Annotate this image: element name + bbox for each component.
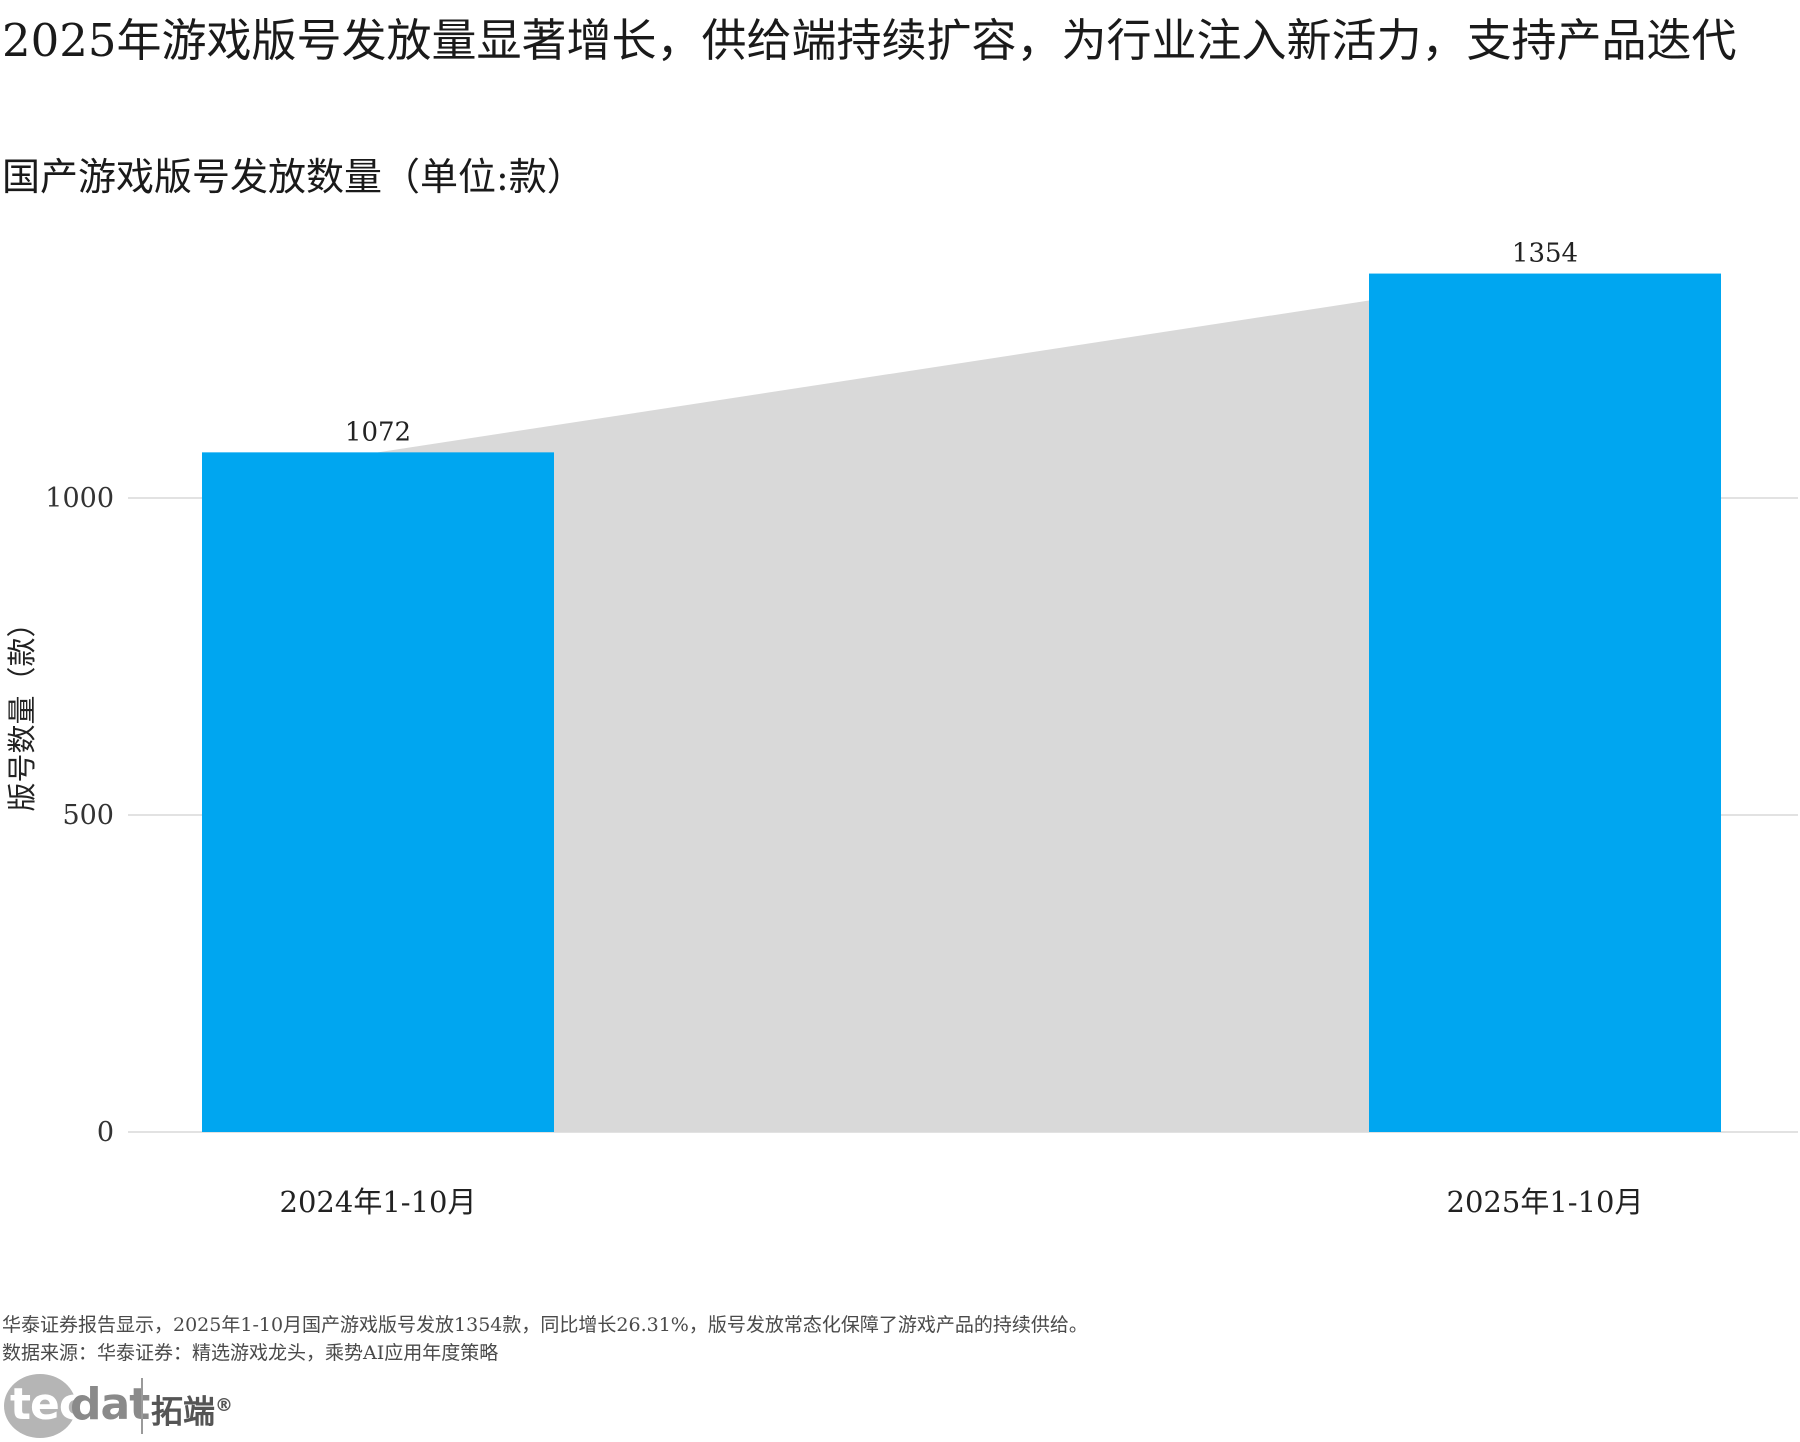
data-label-2: 1354 — [1512, 239, 1578, 269]
chart-title: 2025年游戏版号发放量显著增长，供给端持续扩容，为行业注入新活力，支持产品迭代 — [2, 14, 1737, 67]
bar-2 — [1369, 273, 1721, 1133]
y-axis-label: 版号数量（款） — [5, 608, 39, 811]
x-tick-label-1: 2024年1-10月 — [280, 1185, 477, 1219]
source-note: 数据来源：华泰证券：精选游戏龙头，乘势AI应用年度策略 — [2, 1342, 499, 1364]
logo-cn-name: 拓端 — [151, 1392, 216, 1431]
logo-text-cn: 拓端® — [151, 1382, 233, 1436]
logo-text-tec: tec — [10, 1379, 85, 1430]
x-tick-label-2: 2025年1-10月 — [1447, 1185, 1644, 1219]
logo-registered-mark: ® — [215, 1395, 234, 1416]
y-tick-label-0: 0 — [97, 1117, 114, 1148]
y-tick-label-500: 500 — [62, 800, 114, 831]
logo-text-dat: dat — [70, 1379, 150, 1430]
logo-separator — [141, 1378, 143, 1434]
growth-connector-band — [378, 300, 1369, 1133]
data-label-1: 1072 — [345, 417, 411, 447]
logo-circle-shape — [4, 1374, 76, 1438]
y-tick-label-1000: 1000 — [45, 483, 114, 514]
caption-text: 华泰证券报告显示，2025年1-10月国产游戏版号发放1354款，同比增长26.… — [2, 1314, 1088, 1336]
bar-1 — [202, 452, 554, 1132]
tecdat-logo: tec dat 拓端® — [4, 1372, 244, 1442]
bar-chart: 0 500 1000 1072 2024年1-10月 1354 2025年1-10月 版号数量… — [5, 239, 1798, 1219]
chart-subtitle: 国产游戏版号发放数量（单位:款） — [2, 155, 585, 199]
